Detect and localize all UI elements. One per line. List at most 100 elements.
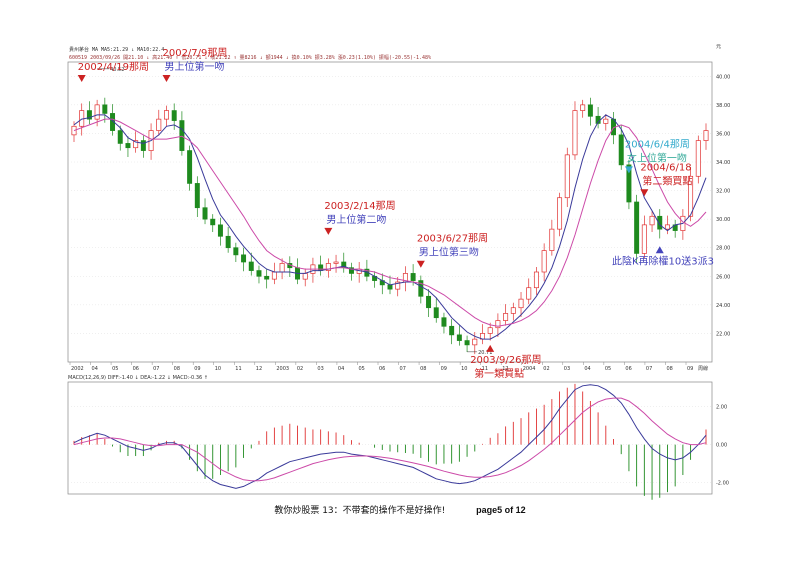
candle-body (541, 250, 547, 273)
candle-body (433, 307, 439, 319)
candle (225, 227, 231, 253)
candle-body (449, 325, 455, 336)
candle (217, 217, 223, 246)
header-line-1: 貴州茅台 MA MA5:21.29 ↓ MA10:22.4 (69, 47, 165, 53)
candle-body (302, 273, 308, 280)
x-end-label: 周線 (698, 365, 708, 372)
candle-body (495, 320, 501, 329)
candle (117, 125, 123, 151)
candle-body (557, 197, 563, 230)
candle (325, 258, 331, 278)
x-tick-label: 11 (482, 366, 488, 372)
footer-caption: 教你炒股票 13：不带套的操作不是好操作! (274, 506, 446, 516)
price-y-tick-label: 36.00 (716, 131, 730, 137)
candle (194, 176, 200, 217)
candle-body (688, 175, 694, 217)
header-line-2: 600519 2003/09/26 開21.10 ↓ 高21.40 ↑ 低20.… (69, 55, 432, 61)
candle (271, 262, 277, 285)
candle (541, 243, 547, 282)
candle (248, 252, 254, 276)
candle-body (510, 307, 516, 314)
price-y-tick-label: 26.00 (716, 274, 730, 280)
annotation-arrow (624, 166, 633, 174)
candle (302, 268, 308, 287)
high-marker-label: 40.52 (110, 67, 124, 73)
candle-body (387, 284, 393, 290)
candle-body (86, 110, 92, 120)
annotation-arrow (486, 344, 495, 352)
price-y-tick-label: 30.00 (716, 217, 730, 223)
candle (395, 277, 401, 297)
candle-body (464, 340, 470, 346)
candle (379, 273, 385, 295)
x-tick-label: 11 (235, 366, 241, 372)
candle-body (503, 313, 509, 321)
candle (580, 99, 586, 118)
candle-body (603, 118, 609, 124)
annotation-label: 2003/2/14那周 (324, 200, 395, 212)
candle-body (210, 218, 216, 226)
x-tick-label: 2002 (71, 366, 84, 372)
x-tick-label: 06 (133, 366, 139, 372)
ma10-line (73, 118, 707, 327)
candle-body (641, 224, 647, 254)
x-tick-label: 03 (317, 366, 323, 372)
price-y-tick-label: 38.00 (716, 103, 730, 109)
candle (202, 198, 208, 225)
page-number: page5 of 12 (476, 505, 526, 515)
annotation-label: 2004/6/18 (640, 162, 691, 173)
annotation-label: 此陰K再除權10送3派3 (612, 254, 714, 267)
candle (664, 215, 670, 235)
price-y-tick-label: 22.00 (716, 331, 730, 337)
candle (518, 292, 524, 317)
candle (487, 322, 493, 341)
candle (179, 111, 185, 156)
x-tick-label: 08 (420, 366, 426, 372)
candle-body (333, 261, 339, 264)
candle-body (156, 118, 162, 131)
candle (495, 313, 501, 337)
candle (318, 255, 324, 276)
candle (210, 214, 216, 232)
annotation-arrow (162, 75, 171, 82)
x-tick-label: 08 (666, 366, 672, 372)
x-tick-label: 07 (153, 366, 159, 372)
x-tick-label: 05 (112, 366, 118, 372)
x-tick-label: 06 (625, 366, 631, 372)
x-tick-label: 08 (174, 366, 180, 372)
candle-body (626, 164, 632, 203)
candle (348, 262, 354, 281)
candle (441, 312, 447, 334)
candle (572, 101, 578, 160)
annotation-sublabel: 第二類買點 (642, 174, 692, 187)
x-tick-label: 09 (441, 366, 447, 372)
x-tick-label: 05 (605, 366, 611, 372)
price-y-tick-label: 40.00 (716, 74, 730, 80)
x-tick-label: 09 (687, 366, 693, 372)
candle (695, 135, 701, 184)
candle-body (202, 207, 208, 220)
annotation-sublabel: 第一類買點 (474, 367, 524, 380)
candle (703, 123, 709, 150)
candle-body (703, 130, 709, 141)
annotation: 2002/4/19那周 (77, 61, 149, 82)
price-panel-frame (67, 61, 713, 363)
candle (456, 325, 462, 346)
x-tick-label: 03 (564, 366, 570, 372)
candle-body (271, 271, 277, 280)
annotation-arrow (640, 189, 649, 197)
macd-dea-line (73, 397, 707, 482)
candle-body (348, 267, 354, 274)
candle-body (618, 134, 624, 166)
candle (618, 125, 624, 170)
annotation-sublabel: 女上位第一吻 (627, 151, 687, 164)
x-tick-label: 04 (92, 366, 98, 372)
candle (688, 167, 694, 222)
candle-body (418, 280, 424, 297)
candle (102, 97, 108, 123)
annotation: 此陰K再除權10送3派3 (612, 246, 714, 267)
